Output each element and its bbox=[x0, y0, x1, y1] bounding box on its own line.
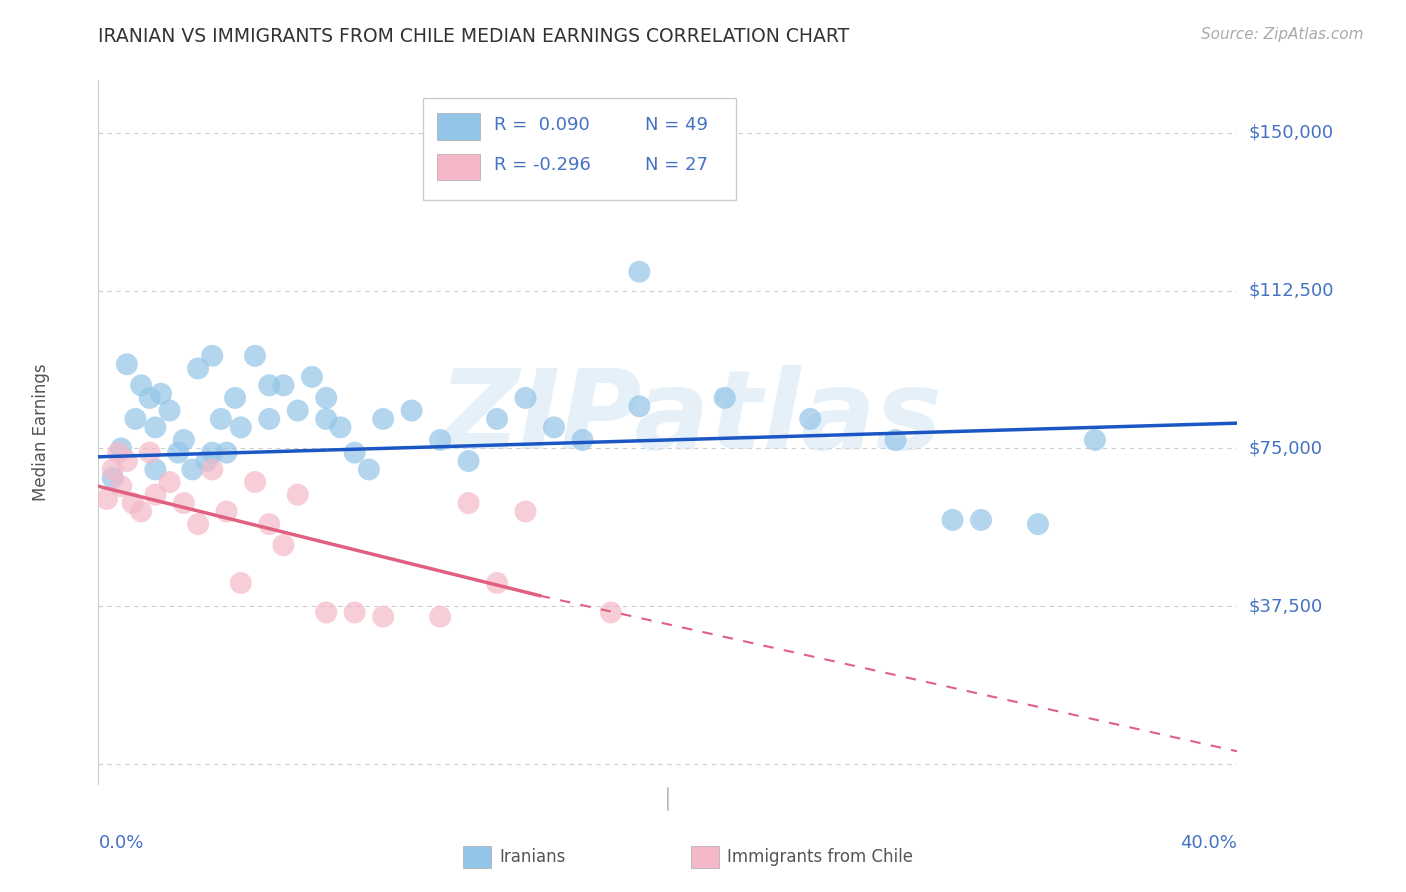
Point bbox=[884, 433, 907, 447]
Point bbox=[457, 496, 479, 510]
Point bbox=[628, 265, 651, 279]
Text: IRANIAN VS IMMIGRANTS FROM CHILE MEDIAN EARNINGS CORRELATION CHART: IRANIAN VS IMMIGRANTS FROM CHILE MEDIAN … bbox=[98, 27, 849, 45]
Point bbox=[259, 412, 281, 426]
Point bbox=[181, 462, 204, 476]
Point bbox=[201, 349, 224, 363]
Text: R =  0.090: R = 0.090 bbox=[494, 116, 589, 134]
Point bbox=[173, 496, 195, 510]
Point bbox=[110, 479, 132, 493]
Point bbox=[429, 609, 451, 624]
Point bbox=[970, 513, 993, 527]
Text: N = 27: N = 27 bbox=[645, 156, 709, 174]
Point bbox=[259, 378, 281, 392]
Text: $75,000: $75,000 bbox=[1249, 440, 1323, 458]
Point bbox=[942, 513, 965, 527]
Point bbox=[129, 378, 152, 392]
Point bbox=[714, 391, 737, 405]
Point bbox=[215, 504, 238, 518]
Point bbox=[195, 454, 218, 468]
Text: 40.0%: 40.0% bbox=[1181, 834, 1237, 852]
Point bbox=[343, 445, 366, 459]
Point bbox=[515, 504, 537, 518]
Point bbox=[243, 349, 266, 363]
Text: Immigrants from Chile: Immigrants from Chile bbox=[727, 847, 912, 866]
Point bbox=[129, 504, 152, 518]
Point bbox=[373, 412, 395, 426]
FancyBboxPatch shape bbox=[423, 98, 737, 200]
Point bbox=[457, 454, 479, 468]
Text: R = -0.296: R = -0.296 bbox=[494, 156, 591, 174]
Point bbox=[287, 403, 309, 417]
Point bbox=[315, 412, 337, 426]
Point bbox=[150, 386, 173, 401]
Text: $112,500: $112,500 bbox=[1249, 282, 1334, 300]
Point bbox=[124, 412, 146, 426]
Text: Source: ZipAtlas.com: Source: ZipAtlas.com bbox=[1201, 27, 1364, 42]
Point bbox=[201, 445, 224, 459]
Point bbox=[287, 488, 309, 502]
Text: ZIPatlas: ZIPatlas bbox=[439, 365, 942, 472]
Point bbox=[486, 412, 509, 426]
Point bbox=[187, 517, 209, 532]
Point bbox=[315, 606, 337, 620]
Point bbox=[486, 576, 509, 591]
Point bbox=[1084, 433, 1107, 447]
Point bbox=[224, 391, 246, 405]
Point bbox=[600, 606, 623, 620]
Point bbox=[209, 412, 232, 426]
Point bbox=[145, 420, 167, 434]
Point bbox=[259, 517, 281, 532]
Point bbox=[373, 609, 395, 624]
Point bbox=[571, 433, 593, 447]
Point bbox=[315, 391, 337, 405]
Point bbox=[101, 462, 124, 476]
Text: Median Earnings: Median Earnings bbox=[32, 364, 51, 501]
FancyBboxPatch shape bbox=[690, 846, 718, 868]
Point bbox=[121, 496, 143, 510]
Point bbox=[628, 400, 651, 414]
Point bbox=[799, 412, 821, 426]
Point bbox=[115, 454, 138, 468]
Point bbox=[515, 391, 537, 405]
Point bbox=[1026, 517, 1049, 532]
Text: 0.0%: 0.0% bbox=[98, 834, 143, 852]
Point bbox=[173, 433, 195, 447]
Point bbox=[329, 420, 352, 434]
Text: $150,000: $150,000 bbox=[1249, 124, 1333, 142]
Point bbox=[401, 403, 423, 417]
Point bbox=[159, 475, 181, 489]
Point bbox=[145, 462, 167, 476]
Point bbox=[543, 420, 565, 434]
Text: N = 49: N = 49 bbox=[645, 116, 709, 134]
Point bbox=[273, 538, 295, 552]
Point bbox=[429, 433, 451, 447]
Point bbox=[159, 403, 181, 417]
FancyBboxPatch shape bbox=[463, 846, 491, 868]
Point bbox=[229, 576, 252, 591]
Point bbox=[167, 445, 190, 459]
Point bbox=[201, 462, 224, 476]
Text: $37,500: $37,500 bbox=[1249, 597, 1323, 615]
Point bbox=[343, 606, 366, 620]
Point bbox=[115, 357, 138, 371]
Point bbox=[301, 370, 323, 384]
Point bbox=[229, 420, 252, 434]
FancyBboxPatch shape bbox=[437, 113, 479, 140]
Point bbox=[215, 445, 238, 459]
Point bbox=[243, 475, 266, 489]
Text: Iranians: Iranians bbox=[499, 847, 565, 866]
FancyBboxPatch shape bbox=[437, 153, 479, 180]
Point bbox=[96, 491, 118, 506]
Point bbox=[145, 488, 167, 502]
Point bbox=[110, 442, 132, 456]
Point bbox=[273, 378, 295, 392]
Point bbox=[357, 462, 380, 476]
Point bbox=[107, 445, 129, 459]
Point bbox=[138, 445, 160, 459]
Point bbox=[138, 391, 160, 405]
Point bbox=[101, 471, 124, 485]
Point bbox=[187, 361, 209, 376]
